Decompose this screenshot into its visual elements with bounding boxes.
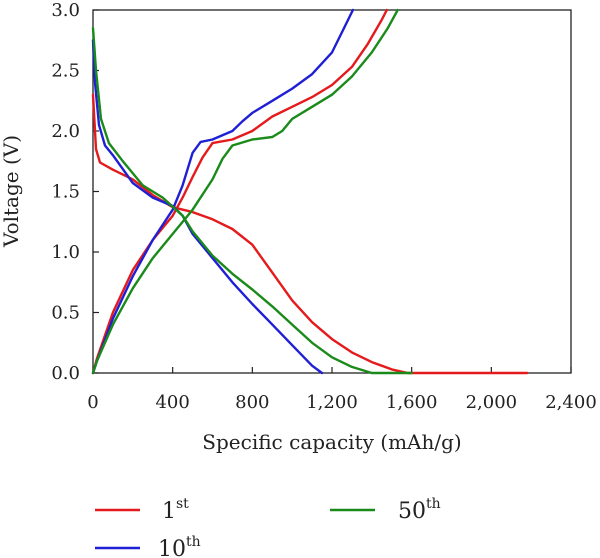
series-50th-charge-line [91,8,399,375]
series-1st-discharge-line [91,93,529,375]
legend-label-10th: 10th [158,534,201,558]
x-tick-label: 800 [235,392,269,413]
series-1st-charge-line [91,8,388,375]
legend-label-sup: th [426,496,441,512]
legend-label-sup: st [176,496,189,512]
x-tick-label: 1,200 [306,392,358,413]
y-tick-label: 1.5 [51,182,80,203]
y-tick-label: 1.0 [51,242,80,263]
legend-label-base: 50 [398,499,426,524]
y-tick-label: 0.5 [51,303,80,324]
y-axis-title: Voltage (V) [0,135,23,248]
series-50th-discharge-line [91,26,413,375]
legend-label-sup: th [186,534,201,550]
legend-label-1st: 1st [162,496,189,524]
x-axis-title: Specific capacity (mAh/g) [202,430,461,454]
legend-label-50th: 50th [398,496,441,524]
x-tick-label: 2,000 [466,392,518,413]
series-layer [91,8,529,375]
y-tick-label: 0.0 [51,363,80,384]
legend-label-base: 1 [162,499,176,524]
plot-frame [92,9,572,374]
legend-label-base: 10 [158,537,186,558]
x-tick-label: 2,400 [545,392,597,413]
y-tick-label: 2.0 [51,121,80,142]
y-tick-label: 2.5 [51,61,80,82]
x-tick-label: 1,600 [386,392,438,413]
series-10th-charge-line [91,8,355,375]
x-tick-label: 0 [87,392,98,413]
axis-ticks: 0 400 800 1,200 1,600 2,000 2,400 0.0 0.5 1.0 1.5 2… [51,0,596,413]
x-tick-label: 400 [155,392,189,413]
y-tick-label: 3.0 [51,0,80,21]
